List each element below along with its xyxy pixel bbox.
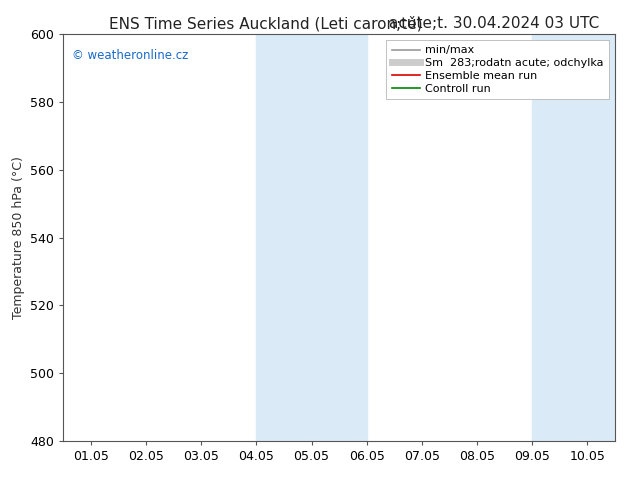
Text: © weatheronline.cz: © weatheronline.cz — [72, 49, 188, 62]
Bar — [533, 34, 615, 441]
Y-axis label: Temperature 850 hPa (°C): Temperature 850 hPa (°C) — [12, 156, 25, 319]
Legend: min/max, Sm  283;rodatn acute; odchylka, Ensemble mean run, Controll run: min/max, Sm 283;rodatn acute; odchylka, … — [387, 40, 609, 99]
Bar — [256, 34, 367, 441]
Text: ENS Time Series Auckland (Leti caron;tě): ENS Time Series Auckland (Leti caron;tě) — [110, 16, 423, 31]
Text: acute;t. 30.04.2024 03 UTC: acute;t. 30.04.2024 03 UTC — [389, 16, 600, 31]
